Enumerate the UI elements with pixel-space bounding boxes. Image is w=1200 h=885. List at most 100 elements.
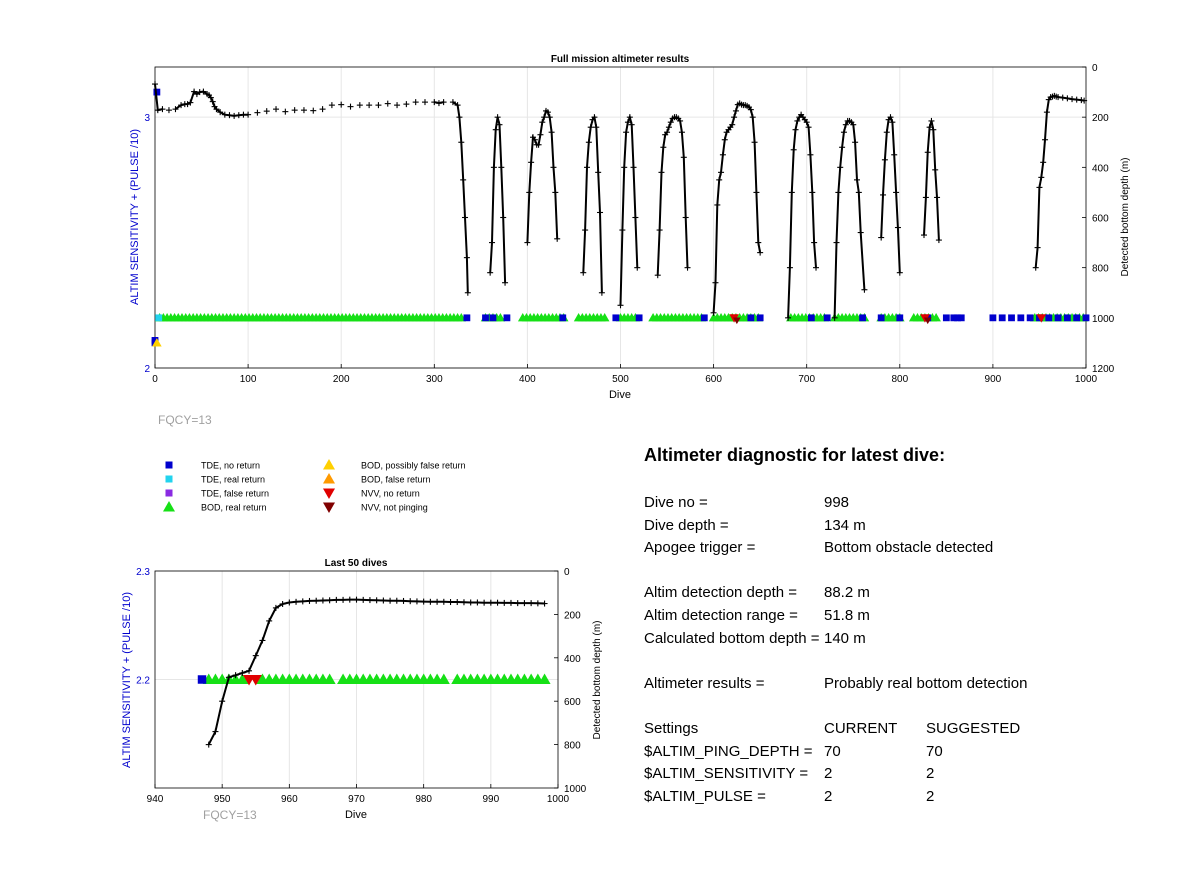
depth-point (656, 227, 663, 234)
depth-point (889, 119, 896, 126)
depth-point (412, 99, 419, 106)
depth-point (544, 109, 551, 116)
depth-point (624, 119, 631, 126)
depth-line (489, 116, 507, 283)
depth-point (496, 121, 503, 128)
depth-point (346, 596, 353, 603)
depth-point (225, 674, 232, 681)
depth-point (293, 598, 300, 605)
depth-point (209, 98, 216, 105)
depth-point (464, 289, 471, 296)
depth-line (154, 83, 163, 112)
tde-no-return-marker (823, 314, 831, 322)
depth-point (313, 597, 320, 604)
tde-no-return-marker (942, 314, 950, 322)
depth-point (1043, 109, 1050, 116)
x-tick-label: 950 (214, 794, 231, 805)
depth-point (205, 741, 212, 748)
diagnostic-row: Calculated bottom depth = 140 m (644, 628, 1184, 651)
y-tick-label-left: 3 (144, 113, 150, 124)
depth-point (514, 600, 521, 607)
depth-point (279, 600, 286, 607)
top-chart-ylabel-right: Detected bottom depth (m) (1120, 158, 1131, 277)
tde-no-return-marker (998, 314, 1006, 322)
depth-point (597, 209, 604, 216)
depth-line (712, 102, 762, 313)
depth-point (894, 224, 901, 231)
depth-point (272, 604, 279, 611)
y-tick-label-left: 2 (144, 364, 150, 375)
setting-name: $ALTIM_PING_DEPTH = (644, 742, 813, 760)
depth-point (630, 164, 637, 171)
diagnostic-label: Altim detection depth = (644, 584, 798, 602)
nvv-no-return-marker (1036, 314, 1047, 323)
depth-point (1040, 159, 1047, 166)
diagnostic-label: Dive depth = (644, 516, 729, 534)
depth-point (732, 107, 739, 114)
legend-swatch (323, 473, 335, 484)
depth-point (413, 598, 420, 605)
bod-real-return-marker (323, 673, 336, 684)
depth-point (319, 597, 326, 604)
depth-point (833, 239, 840, 246)
legend-label: TDE, false return (201, 489, 269, 499)
depth-point (463, 254, 470, 261)
depth-point (440, 598, 447, 605)
depth-point (498, 164, 505, 171)
legend-label: TDE, no return (201, 461, 260, 471)
tde-no-return-marker (1082, 314, 1090, 322)
nvv-no-return-marker (249, 675, 262, 686)
depth-point (721, 136, 728, 143)
depth-point (928, 117, 935, 124)
diagnostic-value: 140 m (824, 629, 866, 647)
depth-point (456, 114, 463, 121)
settings-header-label: Settings (644, 719, 699, 737)
depth-point (684, 264, 691, 271)
x-tick-label: 980 (415, 794, 432, 805)
bod-real-return-marker (236, 673, 249, 684)
diagnostic-row: Apogee trigger = Bottom obstacle detected (644, 537, 1184, 560)
depth-line (207, 598, 545, 746)
x-tick-label: 800 (891, 374, 908, 385)
y-tick-label-right: 0 (564, 567, 570, 578)
depth-point (152, 81, 158, 88)
tde-no-return-marker (463, 314, 471, 322)
x-tick-label: 1000 (547, 794, 570, 805)
depth-point (593, 124, 600, 131)
depth-point (1059, 94, 1066, 101)
y-tick-label-right: 600 (1092, 214, 1109, 225)
depth-point (494, 599, 501, 606)
depth-point (531, 136, 538, 143)
legend-label: TDE, real return (201, 475, 265, 485)
x-tick-label: 600 (705, 374, 722, 385)
depth-point (502, 279, 509, 286)
depth-point (1038, 174, 1045, 181)
depth-point (154, 107, 161, 114)
depth-point (360, 596, 367, 603)
diagnostic-row: Altim detection range = 51.8 m (644, 605, 1184, 628)
depth-point (1034, 244, 1041, 251)
depth-point (628, 121, 635, 128)
depth-point (481, 599, 488, 606)
depth-point (807, 151, 814, 158)
depth-point (880, 191, 887, 198)
depth-point (934, 194, 941, 201)
depth-point (585, 139, 592, 146)
depth-point (521, 600, 528, 607)
depth-point (786, 264, 793, 271)
top-chart-xlabel: Dive (609, 389, 631, 401)
tde-no-return-marker (1045, 314, 1053, 322)
depth-point (935, 237, 942, 244)
bottom-chart-y-ticks-left: 2.2 2.3 (136, 567, 150, 687)
tde-no-return-marker (489, 314, 497, 322)
depth-point (212, 728, 219, 735)
depth-point (719, 151, 726, 158)
depth-point (494, 114, 501, 121)
depth-point (356, 102, 363, 109)
tde-no-return-marker (957, 314, 965, 322)
depth-point (921, 232, 928, 239)
depth-line (526, 109, 559, 243)
depth-point (850, 121, 857, 128)
depth-point (749, 114, 756, 121)
bottom-chart-xlabel: Dive (345, 809, 367, 821)
